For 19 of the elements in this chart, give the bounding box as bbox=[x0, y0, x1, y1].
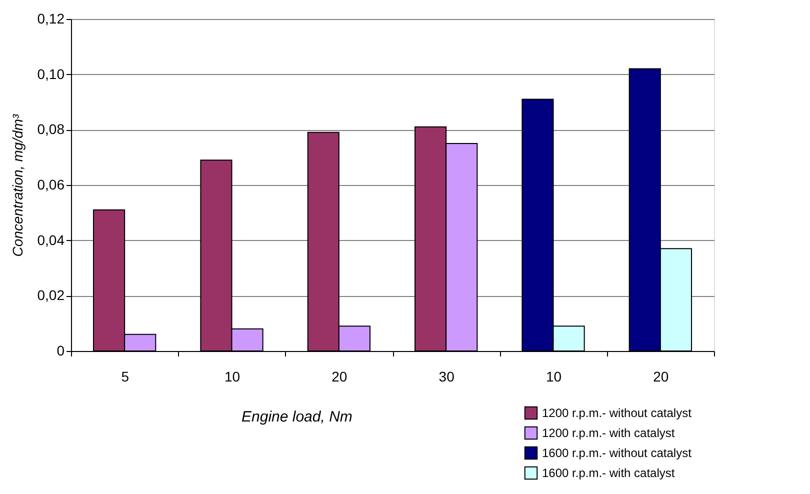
y-tick-label: 0,10 bbox=[37, 66, 65, 82]
y-axis-title: Concentration, mg/dm³ bbox=[9, 114, 26, 257]
y-tick-label: 0,06 bbox=[37, 176, 65, 192]
legend-label: 1600 r.p.m.- with catalyst bbox=[542, 466, 676, 480]
x-tick-label: 30 bbox=[438, 368, 455, 384]
x-tick-label: 5 bbox=[121, 368, 130, 384]
y-tick-label: 0 bbox=[56, 342, 65, 358]
x-tick-label: 20 bbox=[653, 368, 669, 384]
legend-label: 1200 r.p.m.- with catalyst bbox=[542, 426, 676, 440]
y-tick-label: 0,12 bbox=[37, 10, 65, 26]
x-tick-label: 10 bbox=[224, 368, 240, 384]
y-tick-label: 0,08 bbox=[37, 121, 65, 138]
x-tick-label: 10 bbox=[546, 368, 562, 384]
y-tick-label: 0,02 bbox=[37, 287, 65, 304]
y-tick-label: 0,04 bbox=[37, 232, 65, 248]
legend-label: 1200 r.p.m.- without catalyst bbox=[542, 406, 692, 420]
legend-label: 1600 r.p.m.- without catalyst bbox=[542, 446, 692, 460]
x-axis-title: Engine load, Nm bbox=[242, 408, 352, 426]
x-tick-label: 20 bbox=[332, 368, 348, 384]
